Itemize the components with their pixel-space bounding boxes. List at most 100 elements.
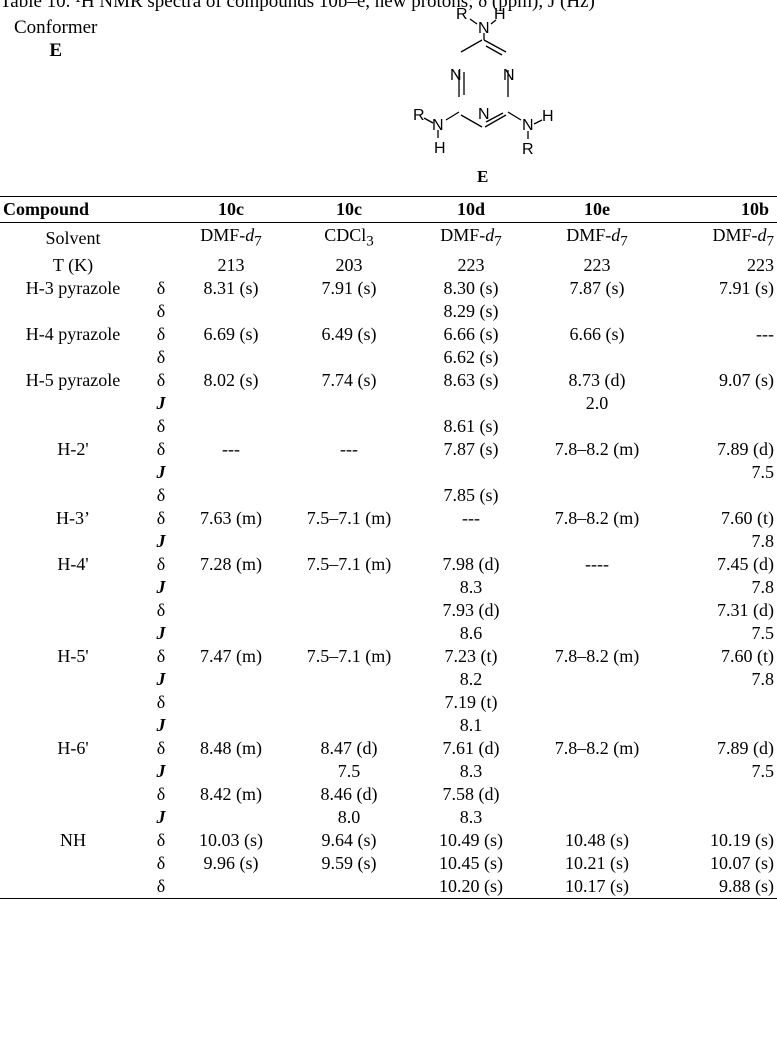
- value-cell: [286, 300, 412, 323]
- value-cell: [530, 760, 664, 783]
- value-cell: 10.07 (s): [710, 852, 774, 873]
- value-cell: [286, 691, 412, 714]
- value-cell: 6.66 (s): [443, 323, 499, 344]
- value-cell: [664, 484, 777, 507]
- value-cell: 7.8–8.2 (m): [554, 507, 640, 528]
- table-row: H-2' δ --- --- 7.87 (s) 7.8–8.2 (m) 7.89 (d): [0, 438, 777, 461]
- symbol-cell: J: [156, 806, 166, 827]
- value-cell: [176, 599, 286, 622]
- atom-r-top: R: [456, 6, 468, 23]
- value-cell: [286, 346, 412, 369]
- value-cell: 7.45 (d): [717, 553, 774, 574]
- value-cell: [176, 461, 286, 484]
- table-row: J 2.0: [0, 392, 777, 415]
- value-cell: [286, 461, 412, 484]
- value-cell: 10.20 (s): [412, 874, 530, 899]
- value-cell: [176, 415, 286, 438]
- value-cell: 9.07 (s): [719, 369, 774, 390]
- symbol-cell: J: [156, 530, 166, 551]
- proton-label: [0, 714, 146, 737]
- symbol-cell: δ: [156, 277, 166, 298]
- value-cell: 8.30 (s): [443, 277, 499, 298]
- value-cell: 10.03 (s): [199, 829, 263, 850]
- table-row: J 7.5: [0, 461, 777, 484]
- header-compound: Compound: [0, 196, 146, 223]
- table-row: δ 7.85 (s): [0, 484, 777, 507]
- value-cell: [530, 484, 664, 507]
- proton-label: [0, 622, 146, 645]
- value-cell: 8.46 (d): [320, 783, 378, 804]
- conformer-label: Conformer: [14, 17, 98, 38]
- proton-label: [0, 392, 146, 415]
- table-row: J 8.1: [0, 714, 777, 737]
- conformer-name: E: [49, 40, 63, 61]
- value-cell: 7.89 (d): [717, 438, 774, 459]
- symbol-cell: δ: [156, 645, 166, 666]
- table-row: H-6' δ 8.48 (m) 8.47 (d) 7.61 (d) 7.8–8.2 (m)…: [0, 737, 777, 760]
- value-cell: [530, 415, 664, 438]
- value-cell: [176, 714, 286, 737]
- value-cell: [176, 346, 286, 369]
- proton-label: H-4 pyrazole: [25, 323, 121, 344]
- value-cell: 7.93 (d): [442, 599, 500, 620]
- symbol-cell: J: [156, 576, 166, 597]
- proton-label: [0, 461, 146, 484]
- value-cell: 10.49 (s): [439, 829, 503, 850]
- temperature-cell: 223: [457, 254, 485, 275]
- symbol-cell: δ: [156, 323, 166, 344]
- value-cell: 10.21 (s): [565, 852, 629, 873]
- value-cell: 7.58 (d): [442, 783, 500, 804]
- proton-label: [0, 760, 146, 783]
- proton-label: H-5 pyrazole: [25, 369, 121, 390]
- atom-n-right: N: [522, 117, 534, 134]
- solvent-row: Solvent DMF-d7 CDCl3 DMF-d7 DMF-d7 DMF-d…: [0, 223, 777, 254]
- value-cell: [530, 622, 664, 645]
- conformer-label-block: Conformer E: [14, 16, 97, 62]
- value-cell: [530, 668, 664, 691]
- value-cell: 8.47 (d): [320, 737, 378, 758]
- table-header-row: Compound 10c 10c 10d 10e 10b: [0, 196, 777, 223]
- value-cell: 10.19 (s): [710, 829, 774, 850]
- table-row: δ 6.62 (s): [0, 346, 777, 369]
- proton-label: [0, 783, 146, 806]
- table-row: H-4' δ 7.28 (m) 7.5–7.1 (m) 7.98 (d) ---- 7.45…: [0, 553, 777, 576]
- value-cell: 8.73 (d): [568, 369, 626, 390]
- value-cell: 6.49 (s): [321, 323, 377, 344]
- value-cell: 8.3: [459, 760, 483, 781]
- temperature-label: T (K): [52, 254, 94, 275]
- value-cell: 6.69 (s): [203, 323, 259, 344]
- solvent-cell: DMF-d7: [200, 225, 262, 250]
- temperature-cell: 203: [335, 254, 363, 275]
- value-cell: [286, 622, 412, 645]
- value-cell: [286, 714, 412, 737]
- value-cell: ----: [585, 553, 609, 574]
- value-cell: 2.0: [585, 392, 609, 413]
- value-cell: [176, 300, 286, 323]
- proton-label: [0, 300, 146, 323]
- value-cell: 7.61 (d): [442, 737, 500, 758]
- value-cell: 7.74 (s): [321, 369, 377, 390]
- value-cell: [530, 461, 664, 484]
- value-cell: [530, 599, 664, 622]
- value-cell: [286, 415, 412, 438]
- table-row: δ 7.93 (d) 7.31 (d): [0, 599, 777, 622]
- value-cell: 7.8: [751, 576, 775, 597]
- atom-h-right: H: [542, 108, 554, 125]
- temperature-cell: 223: [583, 254, 611, 275]
- table-row: J 8.0 8.3: [0, 806, 777, 829]
- header-col-3: 10d: [412, 196, 530, 223]
- value-cell: 7.8–8.2 (m): [554, 737, 640, 758]
- table-row: δ 9.96 (s) 9.59 (s) 10.45 (s) 10.21 (s) 10.07…: [0, 852, 777, 875]
- symbol-cell: δ: [156, 783, 166, 804]
- value-cell: [286, 392, 412, 415]
- solvent-label: Solvent: [45, 228, 101, 249]
- value-cell: [664, 806, 777, 829]
- value-cell: [176, 760, 286, 783]
- value-cell: 8.2: [459, 668, 483, 689]
- value-cell: 8.02 (s): [203, 369, 259, 390]
- value-cell: 7.23 (t): [444, 645, 498, 666]
- nmr-data-table: Compound 10c 10c 10d 10e 10b Solvent DMF…: [0, 196, 777, 899]
- value-cell: [286, 874, 412, 899]
- symbol-cell: δ: [156, 553, 166, 574]
- value-cell: [176, 691, 286, 714]
